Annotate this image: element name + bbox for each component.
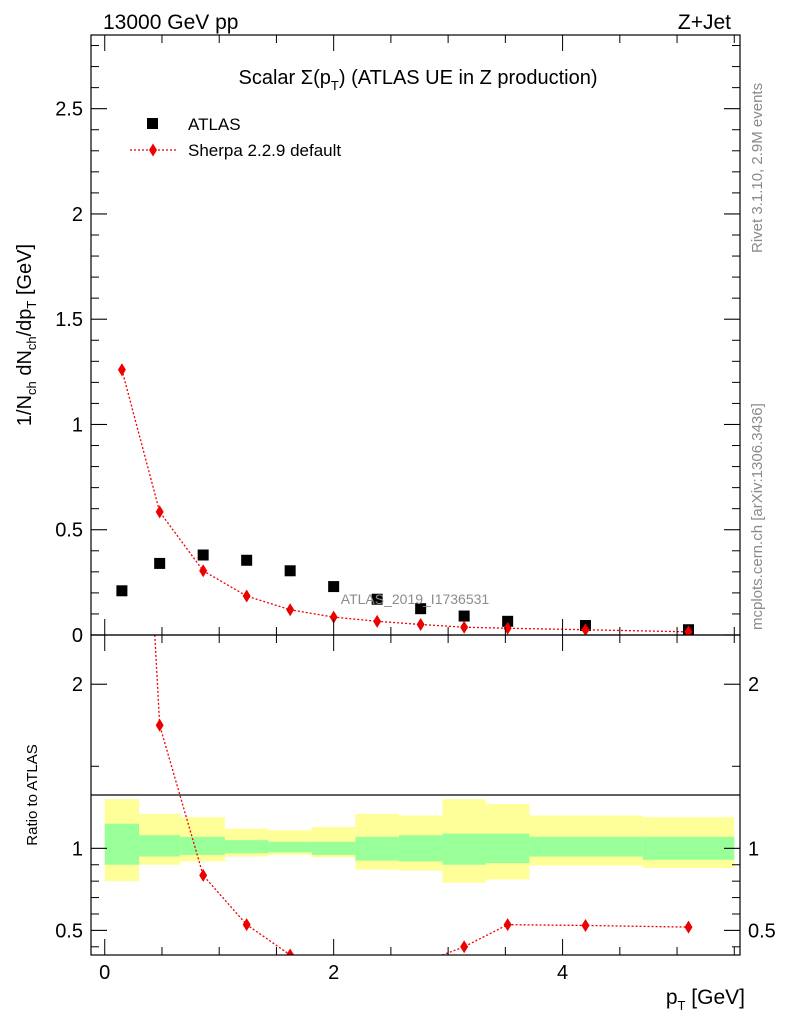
ratio-ytick-label-left: 0.5 [55,920,83,942]
main-y-axis-label: 1/Nch dNch/dpT [GeV] [14,244,39,426]
axis-ticks: 0 0.5 1 1.5 2 2.5 0 2 4 0.5 0.5 1 1 2 2 [55,35,776,984]
atlas-point-0 [116,585,128,597]
ratio-xtick-label: 0 [99,962,110,984]
main-ytick-label: 2.5 [55,99,83,121]
sherpa-point-1 [155,505,164,519]
ratio-sherpa-point-6 [373,957,381,970]
inner-band-bin-1 [139,835,181,857]
ratio-ytick-label-left: 2 [72,674,83,696]
inner-band-bin-2 [180,836,225,855]
ratio-ytick-label-right: 1 [748,838,759,860]
ratio-sherpa-point-9 [503,918,512,932]
legend-marker-sherpa [149,143,157,157]
sherpa-line [121,369,689,633]
inner-band-bin-7 [398,835,443,862]
rivet-version-label: Rivet 3.1.10, 2.9M events [749,83,766,253]
inner-band-bin-4 [268,841,312,853]
ratio-ytick-label-left: 1 [72,838,83,860]
ratio-sherpa-point-11 [684,920,693,934]
analysis-watermark: ATLAS_2019_I1736531 [341,591,490,607]
inner-band-bin-3 [224,840,269,854]
x-axis-label: pT [GeV] [666,986,745,1013]
sherpa-point-3 [242,589,251,603]
header-right: Z+Jet [678,11,731,34]
main-ytick-label: 0 [72,625,83,647]
sherpa-point-6 [373,614,382,628]
sherpa-point-8 [460,620,469,634]
inner-band-bin-10 [529,836,643,857]
ratio-y-axis-label: Ratio to ATLAS [24,744,41,845]
sherpa-point-2 [199,564,208,578]
ratio-sherpa-point-4 [286,948,295,955]
legend-marker-atlas [147,118,158,129]
ratio-sherpa-point-10 [581,918,590,932]
main-series [116,363,694,635]
sherpa-point-4 [286,603,295,617]
ratio-series [154,635,693,970]
atlas-point-4 [284,565,296,577]
ratio-panel-frame [90,634,741,956]
atlas-point-6 [371,593,383,605]
atlas-point-5 [328,581,340,593]
legend-label-atlas: ATLAS [188,115,241,134]
atlas-point-3 [241,554,253,566]
inner-band-bin-0 [104,823,140,865]
ratio-sherpa-point-2 [199,868,208,882]
inner-band-bin-8 [442,833,486,865]
sherpa-point-10 [581,623,590,635]
ratio-sherpa-point-3 [242,918,251,932]
legend-label-sherpa: Sherpa 2.2.9 default [188,141,341,160]
ratio-sherpa-point-1 [155,718,164,732]
ratio-xtick-label: 4 [557,962,568,984]
header-left: 13000 GeV pp [103,11,238,34]
sherpa-point-0 [117,363,126,377]
sherpa-point-5 [329,610,338,624]
atlas-point-1 [154,557,166,569]
inner-band-bin-11 [642,836,735,860]
ratio-sherpa-line [154,635,689,955]
ratio-ytick-label-right: 2 [748,674,759,696]
ratio-ytick-label-right: 0.5 [748,920,776,942]
inner-band-bin-5 [311,841,356,855]
main-ytick-label: 0.5 [55,520,83,542]
sherpa-point-7 [416,617,425,631]
legend: ATLAS Sherpa 2.2.9 default [130,115,341,160]
ratio-sherpa-point-7 [417,957,425,970]
atlas-point-8 [458,610,470,622]
mcplots-label: mcplots.cern.ch [arXiv:1306.3436] [749,403,766,630]
inner-band-bin-6 [355,836,399,861]
ratio-sherpa-point-8 [460,940,469,954]
atlas-point-2 [197,549,209,561]
sherpa-point-11 [684,625,693,635]
ratio-xtick-label: 2 [328,962,339,984]
atlas-point-9 [502,615,514,627]
atlas-point-7 [415,603,427,615]
ratio-uncertainty-bands [104,799,735,883]
main-ytick-label: 2 [72,204,83,226]
main-ytick-label: 1.5 [55,309,83,331]
chart-title: Scalar Σ(pT) (ATLAS UE in Z production) [239,67,598,93]
inner-band-bin-9 [485,833,530,864]
main-ytick-label: 1 [72,414,83,436]
